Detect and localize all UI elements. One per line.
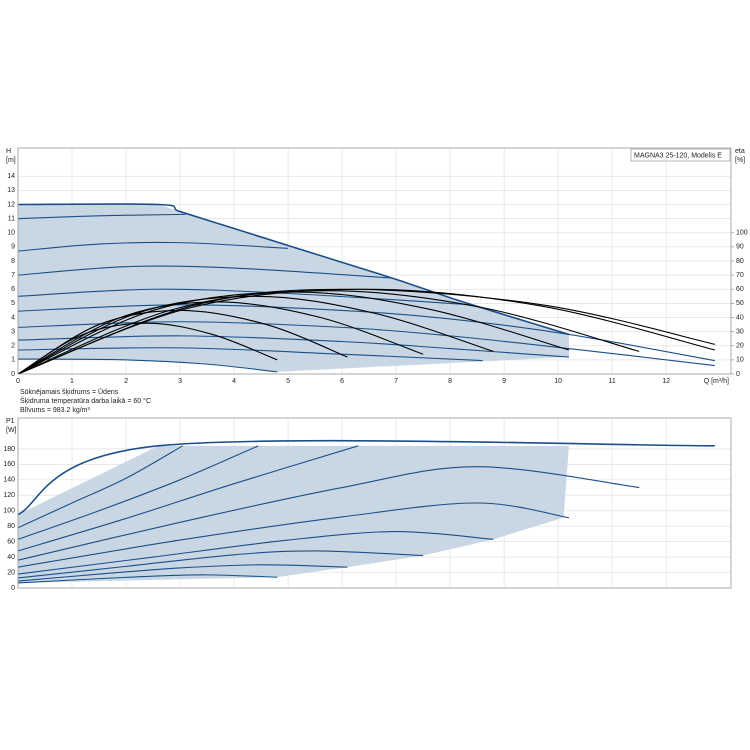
note: Blīvums = 983.2 kg/m³ — [20, 407, 91, 414]
performance-curve — [17, 347, 483, 362]
y-tick-label: 10 — [7, 230, 15, 237]
y2-tick-label: 100 — [736, 230, 748, 237]
y-axis-label: [W] — [6, 427, 17, 434]
x-tick-label: 0 — [16, 378, 20, 385]
y2-tick-label: 20 — [736, 343, 744, 350]
y-tick-label: 160 — [3, 461, 15, 468]
operating-area — [18, 445, 569, 583]
x-tick-label: 9 — [502, 378, 506, 385]
y-tick-label: 11 — [8, 215, 15, 222]
performance-curve — [17, 574, 278, 584]
y-tick-label: 80 — [7, 523, 15, 530]
performance-curve — [17, 439, 715, 516]
y-tick-label: 40 — [7, 554, 15, 561]
y2-tick-label: 0 — [736, 371, 740, 378]
performance-curve — [17, 502, 570, 568]
y2-tick-label: 30 — [736, 328, 744, 335]
x-tick-label: 10 — [554, 378, 562, 385]
performance-curve — [17, 321, 715, 367]
performance-curve — [17, 335, 569, 358]
x-tick-label: 2 — [124, 378, 128, 385]
performance-curve — [17, 304, 715, 362]
y2-tick-label: 50 — [736, 300, 744, 307]
x-axis-label: Q [m³/h] — [704, 378, 729, 385]
y-tick-label: 100 — [3, 508, 15, 515]
y-tick-label: 120 — [3, 492, 15, 499]
x-tick-label: 5 — [286, 378, 290, 385]
y-tick-label: 140 — [3, 477, 15, 484]
y2-tick-label: 60 — [736, 286, 744, 293]
y-tick-label: 0 — [11, 585, 15, 592]
performance-curve — [17, 445, 359, 552]
y-tick-label: 8 — [11, 258, 15, 265]
performance-curve — [17, 265, 391, 279]
plot-frame — [17, 147, 732, 375]
performance-curve — [17, 241, 289, 252]
x-tick-label: 8 — [448, 378, 452, 385]
y-axis-label: P1 — [6, 418, 15, 425]
y2-axis-label: eta — [735, 148, 745, 155]
performance-curve — [17, 466, 640, 561]
y-axis-label: [m] — [6, 157, 16, 164]
y-tick-label: 0 — [11, 371, 15, 378]
y2-tick-label: 90 — [736, 244, 744, 251]
title-box — [630, 148, 731, 162]
x-tick-label: 7 — [394, 378, 398, 385]
y-tick-label: 180 — [3, 446, 15, 453]
y-tick-label: 20 — [7, 569, 15, 576]
performance-curve — [17, 213, 186, 220]
y2-tick-label: 80 — [736, 258, 744, 265]
y-tick-label: 2 — [11, 343, 15, 350]
y2-tick-label: 10 — [736, 357, 744, 364]
y-tick-label: 3 — [11, 328, 15, 335]
efficiency-curve — [17, 290, 640, 375]
x-tick-label: 3 — [178, 378, 182, 385]
note: Šķidruma temperatūra darba laikā = 60 °C — [20, 396, 151, 405]
y2-axis-label: [%] — [735, 157, 745, 164]
y-tick-label: 13 — [7, 187, 15, 194]
y-tick-label: 7 — [11, 272, 15, 279]
note: Sūknējamais šķidrums = Ūdens — [20, 388, 119, 396]
performance-curve — [17, 445, 259, 540]
y-axis-label: H — [6, 148, 11, 155]
y-tick-label: 6 — [11, 286, 15, 293]
y-tick-label: 4 — [11, 314, 15, 321]
performance-curve — [17, 550, 424, 579]
y2-tick-label: 40 — [736, 314, 744, 321]
performance-curve — [17, 288, 472, 306]
y-tick-label: 9 — [11, 244, 15, 251]
y-tick-label: 14 — [7, 173, 15, 180]
x-tick-label: 12 — [662, 378, 670, 385]
y2-tick-label: 70 — [736, 272, 744, 279]
y-tick-label: 5 — [11, 300, 15, 307]
y-tick-label: 1 — [11, 357, 15, 364]
chart-title: MAGNA3 25-120, Modelis E — [634, 152, 722, 159]
plot-frame — [17, 417, 732, 589]
performance-curve — [17, 358, 278, 373]
x-tick-label: 1 — [70, 378, 74, 385]
x-tick-label: 6 — [340, 378, 344, 385]
y-tick-label: 12 — [7, 201, 15, 208]
x-tick-label: 11 — [609, 378, 616, 385]
y-tick-label: 60 — [7, 538, 15, 545]
x-tick-label: 4 — [232, 378, 236, 385]
performance-curve — [17, 445, 184, 529]
performance-curve — [17, 531, 494, 575]
efficiency-curve — [17, 288, 715, 375]
performance-curve — [17, 564, 348, 582]
